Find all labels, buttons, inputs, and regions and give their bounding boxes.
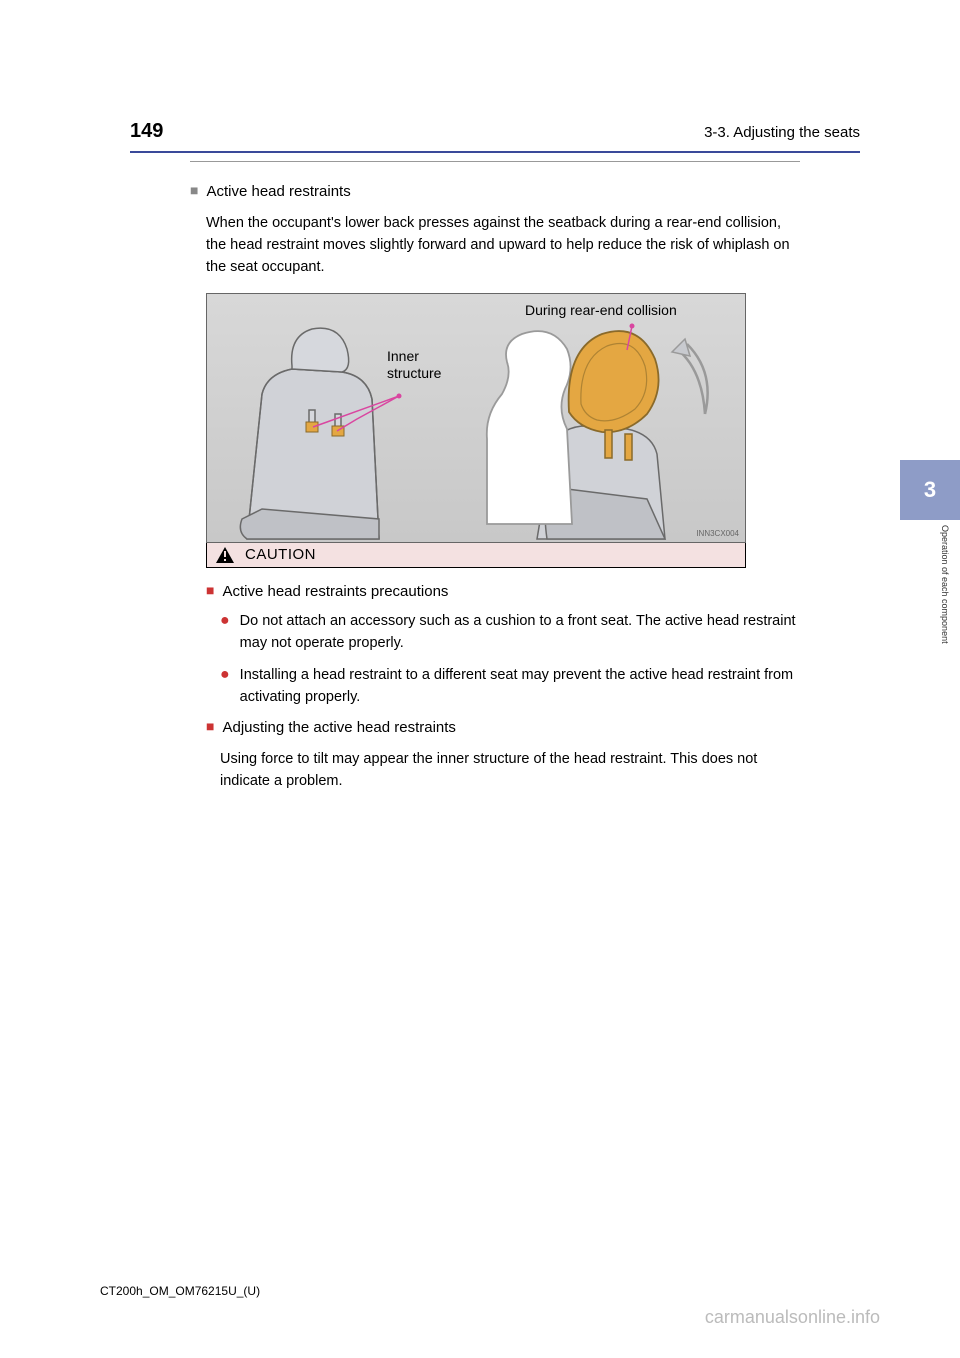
body-paragraph: When the occupant's lower back presses a…: [206, 212, 800, 279]
figure-label-collision: During rear-end collision: [525, 302, 677, 319]
chapter-tab: 3: [900, 460, 960, 520]
page-header: 149 3-3. Adjusting the seats: [130, 120, 860, 143]
bullet-row-2: ● Installing a head restraint to a diffe…: [220, 665, 800, 709]
figure-label-inner-full: Inner structure: [387, 348, 441, 382]
header-rule-blue: [130, 151, 860, 153]
subsection-active-head: ■ Active head restraints: [190, 182, 800, 202]
figure-svg: [207, 294, 747, 544]
subsection-title: Active head restraints: [206, 182, 350, 202]
square-marker-icon: ■: [190, 182, 198, 202]
caution-banner: CAUTION: [206, 543, 746, 568]
header-rule-gray: [190, 161, 800, 162]
bullet-row-1: ● Do not attach an accessory such as a c…: [220, 611, 800, 655]
bullet-1-text: Do not attach an accessory such as a cus…: [240, 611, 800, 655]
caution-item2-title: Adjusting the active head restraints: [222, 718, 455, 738]
chapter-tab-number: 3: [924, 477, 936, 503]
figure-code: INN3CX004: [696, 529, 739, 538]
header-page-number: 149: [130, 120, 163, 143]
caution-label: CAUTION: [245, 546, 316, 563]
figure-headrest: Inner structure Inner structure During r…: [206, 293, 746, 543]
caution-item2-body: Using force to tilt may appear the inner…: [220, 748, 800, 793]
caution-item2: ■ Adjusting the active head restraints: [206, 718, 800, 738]
caution-item1: ■ Active head restraints precautions: [206, 582, 800, 602]
footer-watermark: carmanualsonline.info: [705, 1307, 880, 1328]
red-bullet-icon: ●: [220, 611, 230, 655]
red-bullet-icon: ●: [220, 665, 230, 709]
bullet-2-text: Installing a head restraint to a differe…: [240, 665, 800, 709]
red-square-icon: ■: [206, 582, 214, 602]
chapter-tab-label: Operation of each component: [940, 525, 950, 644]
caution-icon: [215, 546, 235, 564]
caution-item1-title: Active head restraints precautions: [222, 582, 448, 602]
header-section-title: 3-3. Adjusting the seats: [704, 124, 860, 141]
footer-doc-id: CT200h_OM_OM76215U_(U): [100, 1284, 260, 1298]
red-square-icon: ■: [206, 718, 214, 738]
